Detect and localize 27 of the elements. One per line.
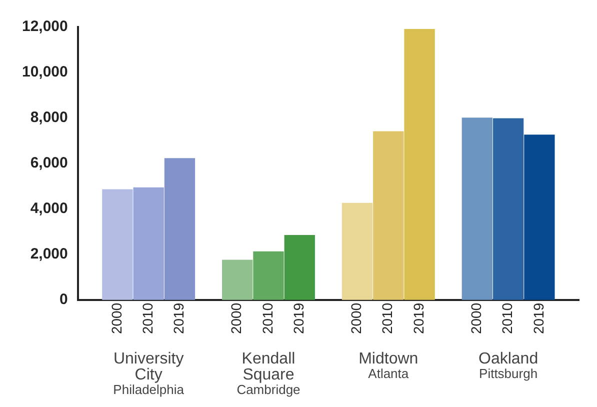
x-tick-label: 2010: [379, 302, 396, 334]
x-tick-label: 2010: [139, 302, 156, 334]
text: Oakland: [478, 350, 538, 368]
y-tick-label: 4,000: [30, 200, 68, 218]
y-tick-label: 8,000: [30, 109, 68, 126]
text: Kendall Square: [242, 350, 296, 384]
x-tick-label: 2000: [348, 302, 364, 334]
x-tick-label: 2010: [499, 302, 516, 334]
y-tick-label: 6,000: [30, 154, 68, 172]
x-tick-label: 2010: [259, 302, 276, 334]
x-tick-label: 2019: [410, 302, 426, 334]
text: University City: [113, 350, 184, 384]
y-tick-label: 0: [60, 290, 68, 308]
text: Pittsburgh: [479, 366, 538, 382]
y-tick-label: 12,000: [22, 18, 68, 36]
y-tick-label: 2,000: [30, 246, 68, 263]
text: Philadelphia: [113, 382, 185, 398]
x-tick-label: 2000: [228, 302, 244, 334]
x-tick-label: 2019: [170, 302, 187, 334]
text: Midtown: [358, 350, 418, 368]
y-tick-label: 10,000: [22, 64, 68, 81]
text: Cambridge: [236, 382, 300, 398]
x-tick-label: 2019: [290, 302, 306, 334]
x-tick-label: 2000: [468, 302, 484, 334]
x-tick-label: 2019: [530, 302, 546, 334]
x-tick-label: 2000: [108, 302, 124, 334]
text: Atlanta: [368, 366, 410, 382]
